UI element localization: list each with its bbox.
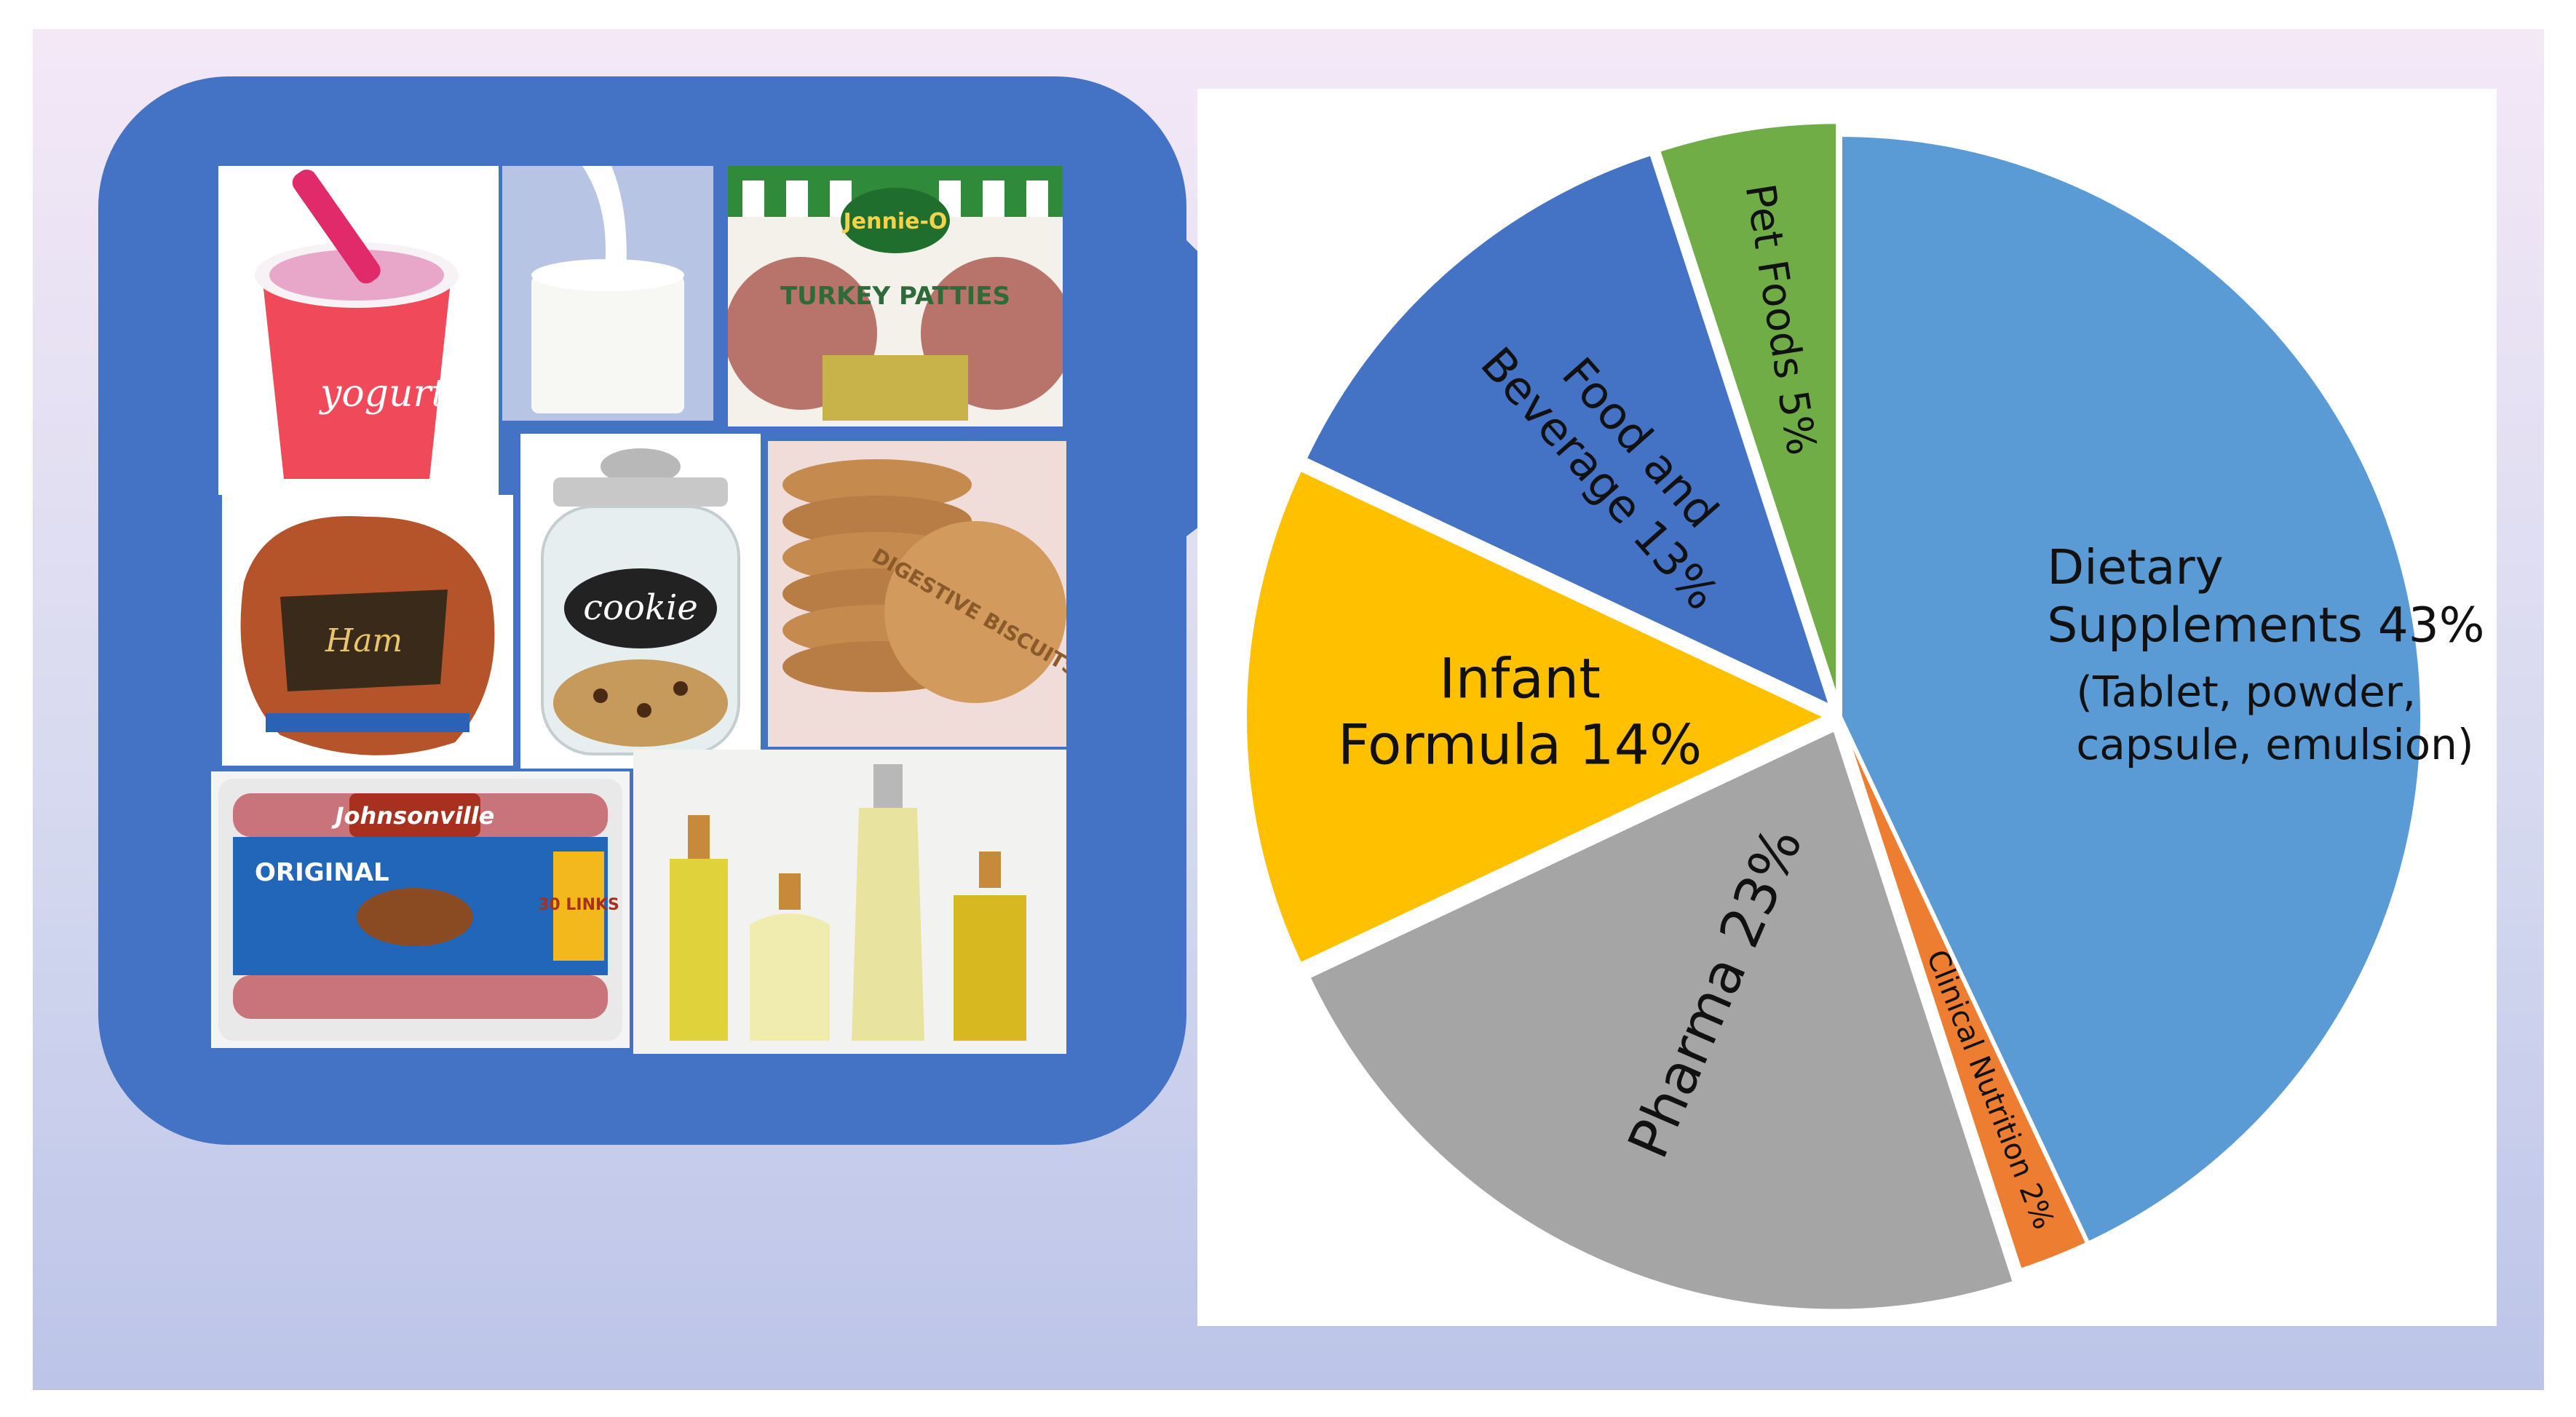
pie-slice	[1838, 132, 2425, 1247]
milk-glass-icon	[531, 166, 684, 413]
links-label: 30 LINKS	[538, 896, 619, 914]
cookie-label: cookie	[583, 587, 698, 628]
slice-label-line: Infant	[1439, 646, 1601, 710]
oils-photo	[633, 750, 1066, 1054]
ham-label: Ham	[325, 622, 403, 659]
cookie-jar-photo: cookie	[520, 434, 761, 769]
pie-slice	[1655, 119, 1841, 705]
ham-photo: Ham	[222, 495, 513, 766]
chart-panel: Dietary Supplements 43% (Tablet, powder, ca…	[1197, 89, 2497, 1326]
turkey-patties-package-icon: Jennie-O TURKEY PATTIES	[728, 166, 1063, 421]
jennie-o-logo: Jennie-O	[842, 209, 948, 234]
cookie-jar-icon: cookie	[541, 448, 740, 755]
slice-label-line: Supplements 43%	[2047, 597, 2484, 653]
ham-icon: Ham	[240, 516, 495, 755]
pie-slice	[1301, 150, 1836, 712]
pie-slice	[1304, 726, 2018, 1314]
slice-sublabel-line: capsule, emulsion)	[2076, 720, 2473, 769]
milk-photo	[502, 166, 713, 421]
yogurt-cup-icon: yogurt	[255, 169, 459, 479]
biscuits-photo: DIGESTIVE BISCUITS	[768, 441, 1066, 747]
slice-label-line: Formula 14%	[1338, 713, 1702, 777]
pie-slice	[1243, 466, 1833, 968]
pie-slice	[1838, 715, 2091, 1274]
sausage-package-icon: Johnsonville ORIGINAL 30 LINKS	[218, 779, 622, 1041]
sausage-photo: Johnsonville ORIGINAL 30 LINKS	[211, 771, 630, 1048]
digestive-biscuits-icon: DIGESTIVE BISCUITS	[782, 459, 1066, 703]
slice-label-line: Dietary	[2047, 539, 2223, 595]
slice-sublabel-line: (Tablet, powder,	[2076, 667, 2416, 717]
turkey-patties-photo: Jennie-O TURKEY PATTIES	[728, 166, 1063, 426]
yogurt-label: yogurt	[319, 372, 446, 416]
johnsonville-logo: Johnsonville	[331, 802, 495, 830]
original-label: ORIGINAL	[255, 858, 389, 887]
oil-bottles-icon	[670, 764, 1026, 1041]
turkey-patties-label: TURKEY PATTIES	[780, 282, 1010, 311]
yogurt-photo: yogurt	[218, 166, 499, 495]
